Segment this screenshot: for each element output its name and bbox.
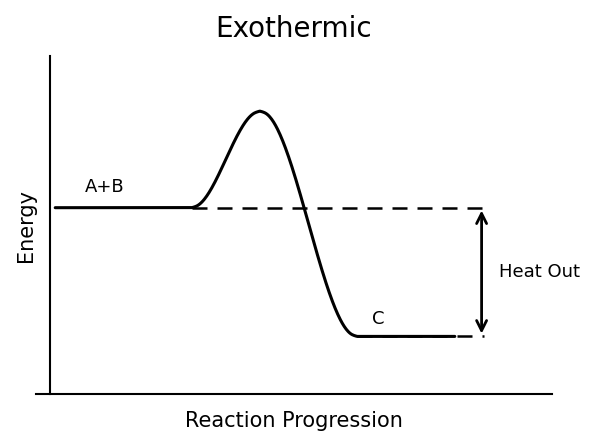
Text: Heat Out: Heat Out: [499, 263, 580, 281]
Y-axis label: Energy: Energy: [16, 189, 37, 262]
Text: A+B: A+B: [85, 178, 124, 196]
Text: C: C: [372, 310, 385, 328]
Title: Exothermic: Exothermic: [215, 15, 373, 43]
X-axis label: Reaction Progression: Reaction Progression: [185, 411, 403, 431]
